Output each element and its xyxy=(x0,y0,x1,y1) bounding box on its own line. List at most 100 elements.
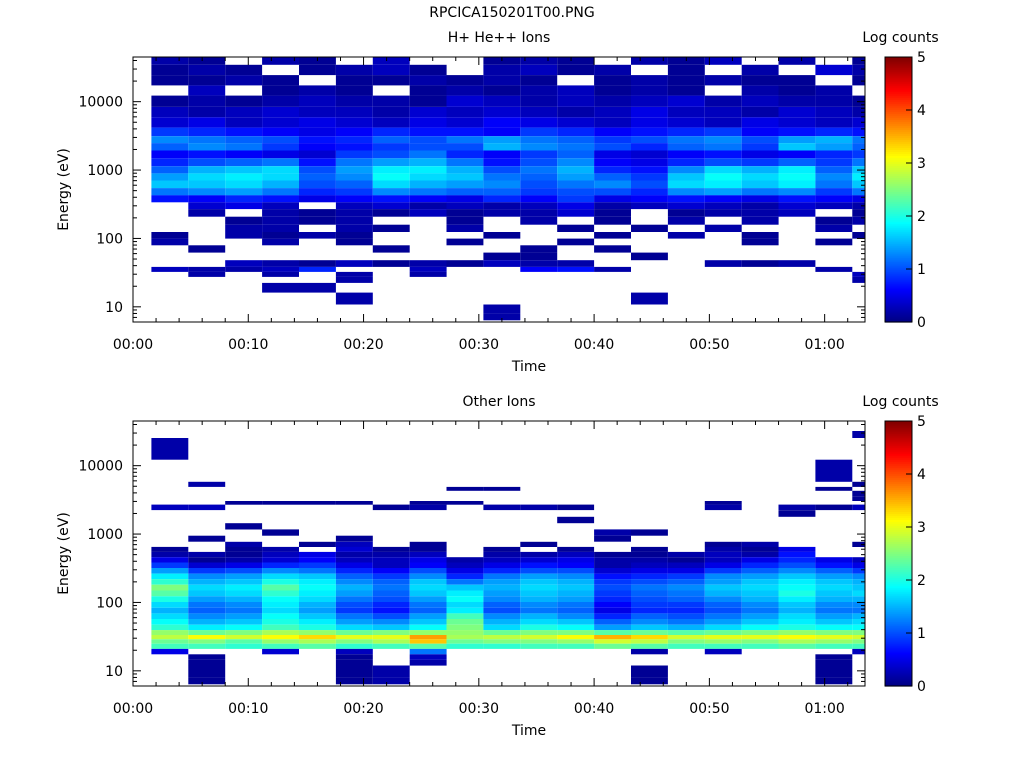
colorbar-segment xyxy=(885,301,912,305)
colorbar-segment xyxy=(885,453,912,456)
heatmap-cell xyxy=(262,158,299,167)
heatmap-cell xyxy=(631,551,668,558)
colorbar-segment xyxy=(885,139,912,142)
heatmap-cell xyxy=(262,557,299,563)
heatmap-cell xyxy=(631,57,668,65)
heatmap-cell xyxy=(335,136,373,144)
colorbar-segment xyxy=(885,599,912,603)
heatmap-cell xyxy=(631,619,668,625)
heatmap-cell xyxy=(188,75,226,86)
heatmap-cell xyxy=(299,158,336,167)
heatmap-cell xyxy=(446,238,484,246)
heatmap-cell xyxy=(151,648,189,655)
x-axis-label: Time xyxy=(511,359,546,375)
heatmap-cell xyxy=(815,562,853,568)
heatmap-cell xyxy=(631,180,668,189)
heatmap-cell xyxy=(594,551,631,558)
colorbar-segment xyxy=(885,443,912,446)
heatmap-cell xyxy=(446,127,484,137)
heatmap-cell xyxy=(299,232,336,239)
heatmap-cell xyxy=(520,216,558,225)
heatmap-cell xyxy=(778,117,816,128)
heatmap-cell xyxy=(815,654,853,660)
heatmap-cell xyxy=(335,639,373,644)
heatmap-cell xyxy=(594,590,631,597)
heatmap-cell xyxy=(852,127,865,137)
heatmap-cell xyxy=(815,117,853,128)
heatmap-cell xyxy=(667,635,705,640)
heatmap-cell xyxy=(815,660,853,666)
heatmap-cell xyxy=(262,579,299,585)
heatmap-cell xyxy=(151,639,189,644)
colorbar-segment xyxy=(885,297,912,301)
heatmap-cell xyxy=(409,180,447,189)
heatmap-cell xyxy=(225,188,263,196)
heatmap-cell xyxy=(188,596,226,602)
heatmap-cell xyxy=(188,202,226,210)
heatmap-cell xyxy=(704,630,742,635)
heatmap-cell xyxy=(557,209,595,217)
heatmap-cell xyxy=(225,95,263,107)
heatmap-cell xyxy=(188,573,226,580)
heatmap-cell xyxy=(446,613,484,619)
heatmap-cell xyxy=(778,209,816,217)
heatmap-cell xyxy=(704,57,742,65)
heatmap-cell xyxy=(852,639,865,644)
heatmap-cell xyxy=(741,551,779,558)
heatmap-cell xyxy=(631,630,668,635)
colorbar-segment xyxy=(885,459,912,462)
heatmap-cell xyxy=(188,557,226,563)
colorbar-segment xyxy=(885,103,912,106)
heatmap-cell xyxy=(631,107,668,118)
colorbar-segment xyxy=(885,579,912,583)
colorbar-segment xyxy=(885,445,912,448)
heatmap-cell xyxy=(483,158,521,167)
heatmap-cell xyxy=(299,260,336,267)
colorbar-segment xyxy=(885,193,912,197)
heatmap-cell xyxy=(667,202,705,210)
heatmap-cell xyxy=(704,166,742,174)
heatmap-cell xyxy=(741,562,779,568)
heatmap-cell xyxy=(594,64,631,76)
heatmap-cell xyxy=(667,562,705,568)
heatmap-cell xyxy=(262,238,299,246)
colorbar-segment xyxy=(885,257,912,261)
heatmap-cell xyxy=(520,64,558,76)
heatmap-cell xyxy=(815,224,853,232)
colorbar-segment xyxy=(885,657,912,661)
heatmap-cell xyxy=(852,584,865,591)
heatmap-cell xyxy=(741,590,779,597)
heatmap-cell xyxy=(225,551,263,558)
heatmap-cell xyxy=(188,551,226,558)
heatmap-cell xyxy=(741,180,779,189)
colorbar-tick-label: 4 xyxy=(917,467,926,483)
heatmap-cell xyxy=(557,624,595,631)
heatmap-cell xyxy=(741,573,779,580)
colorbar-segment xyxy=(885,69,912,72)
heatmap-cell xyxy=(815,143,853,151)
heatmap-cell xyxy=(557,573,595,580)
heatmap-cell xyxy=(520,643,558,649)
heatmap-cell xyxy=(852,573,865,580)
colorbar-segment xyxy=(885,179,912,183)
heatmap-cell xyxy=(815,619,853,625)
heatmap-cell xyxy=(372,127,410,137)
heatmap-cell xyxy=(446,150,484,159)
colorbar-segment xyxy=(885,607,912,611)
colorbar-segment xyxy=(885,461,912,464)
colorbar-segment xyxy=(885,197,912,201)
heatmap-cell xyxy=(446,209,484,217)
heatmap-cell xyxy=(299,541,336,547)
heatmap-cell xyxy=(852,481,865,487)
colorbar-segment xyxy=(885,173,912,177)
colorbar-segment xyxy=(885,253,912,257)
heatmap-cell xyxy=(151,624,189,631)
heatmap-cell xyxy=(631,665,668,671)
plot-frame xyxy=(132,420,866,687)
heatmap-cell xyxy=(188,535,226,542)
heatmap-cell xyxy=(594,143,631,151)
colorbar-segment xyxy=(885,609,912,613)
heatmap-cell xyxy=(557,613,595,619)
heatmap-cell xyxy=(188,195,226,203)
